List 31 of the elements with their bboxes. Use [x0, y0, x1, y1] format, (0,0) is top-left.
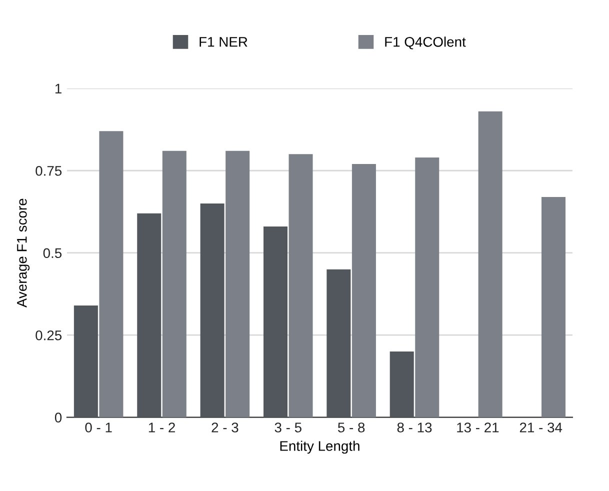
bar — [263, 226, 288, 418]
bar — [99, 131, 124, 418]
y-tick-label: 1 — [55, 84, 62, 94]
bar — [415, 157, 440, 418]
x-tick-label: 13 - 21 — [457, 422, 499, 432]
x-tick-label: 2 - 3 — [212, 422, 238, 432]
legend-label: F1 Q4COlent — [385, 36, 466, 50]
legend-label: F1 NER — [200, 37, 248, 47]
x-axis-title: Entity Length — [280, 440, 360, 454]
x-tick-label: 0 - 1 — [85, 422, 112, 432]
bar — [390, 352, 414, 418]
y-axis-title: Average F1 score — [17, 198, 30, 308]
bar — [288, 154, 313, 418]
x-tick-label: 21 - 34 — [520, 422, 562, 432]
bar — [162, 150, 186, 418]
x-tick-label: 3 - 5 — [274, 422, 302, 432]
bar — [200, 204, 224, 418]
bar — [542, 196, 566, 418]
y-tick-label: 0 — [54, 412, 62, 423]
x-tick-label: 8 - 13 — [397, 422, 432, 432]
x-tick-label: 5 - 8 — [338, 422, 365, 432]
y-tick-label: 0.25 — [36, 330, 62, 340]
bar — [352, 164, 376, 418]
bar — [226, 150, 250, 418]
y-tick-label: 0.5 — [43, 248, 62, 258]
y-tick-label: 0.75 — [36, 166, 62, 176]
bar — [326, 269, 351, 418]
bar — [74, 306, 98, 418]
bar — [137, 213, 162, 418]
x-tick-label: 1 - 2 — [148, 422, 175, 432]
bar — [478, 111, 502, 418]
